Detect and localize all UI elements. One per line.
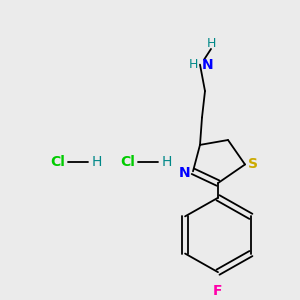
Text: N: N (202, 58, 214, 72)
Text: S: S (248, 158, 258, 172)
Text: Cl: Cl (120, 154, 135, 169)
Text: Cl: Cl (50, 154, 65, 169)
Text: F: F (213, 284, 223, 298)
Text: H: H (206, 37, 216, 50)
Text: H: H (92, 154, 102, 169)
Text: H: H (189, 58, 198, 71)
Text: H: H (162, 154, 172, 169)
Text: N: N (178, 166, 190, 180)
